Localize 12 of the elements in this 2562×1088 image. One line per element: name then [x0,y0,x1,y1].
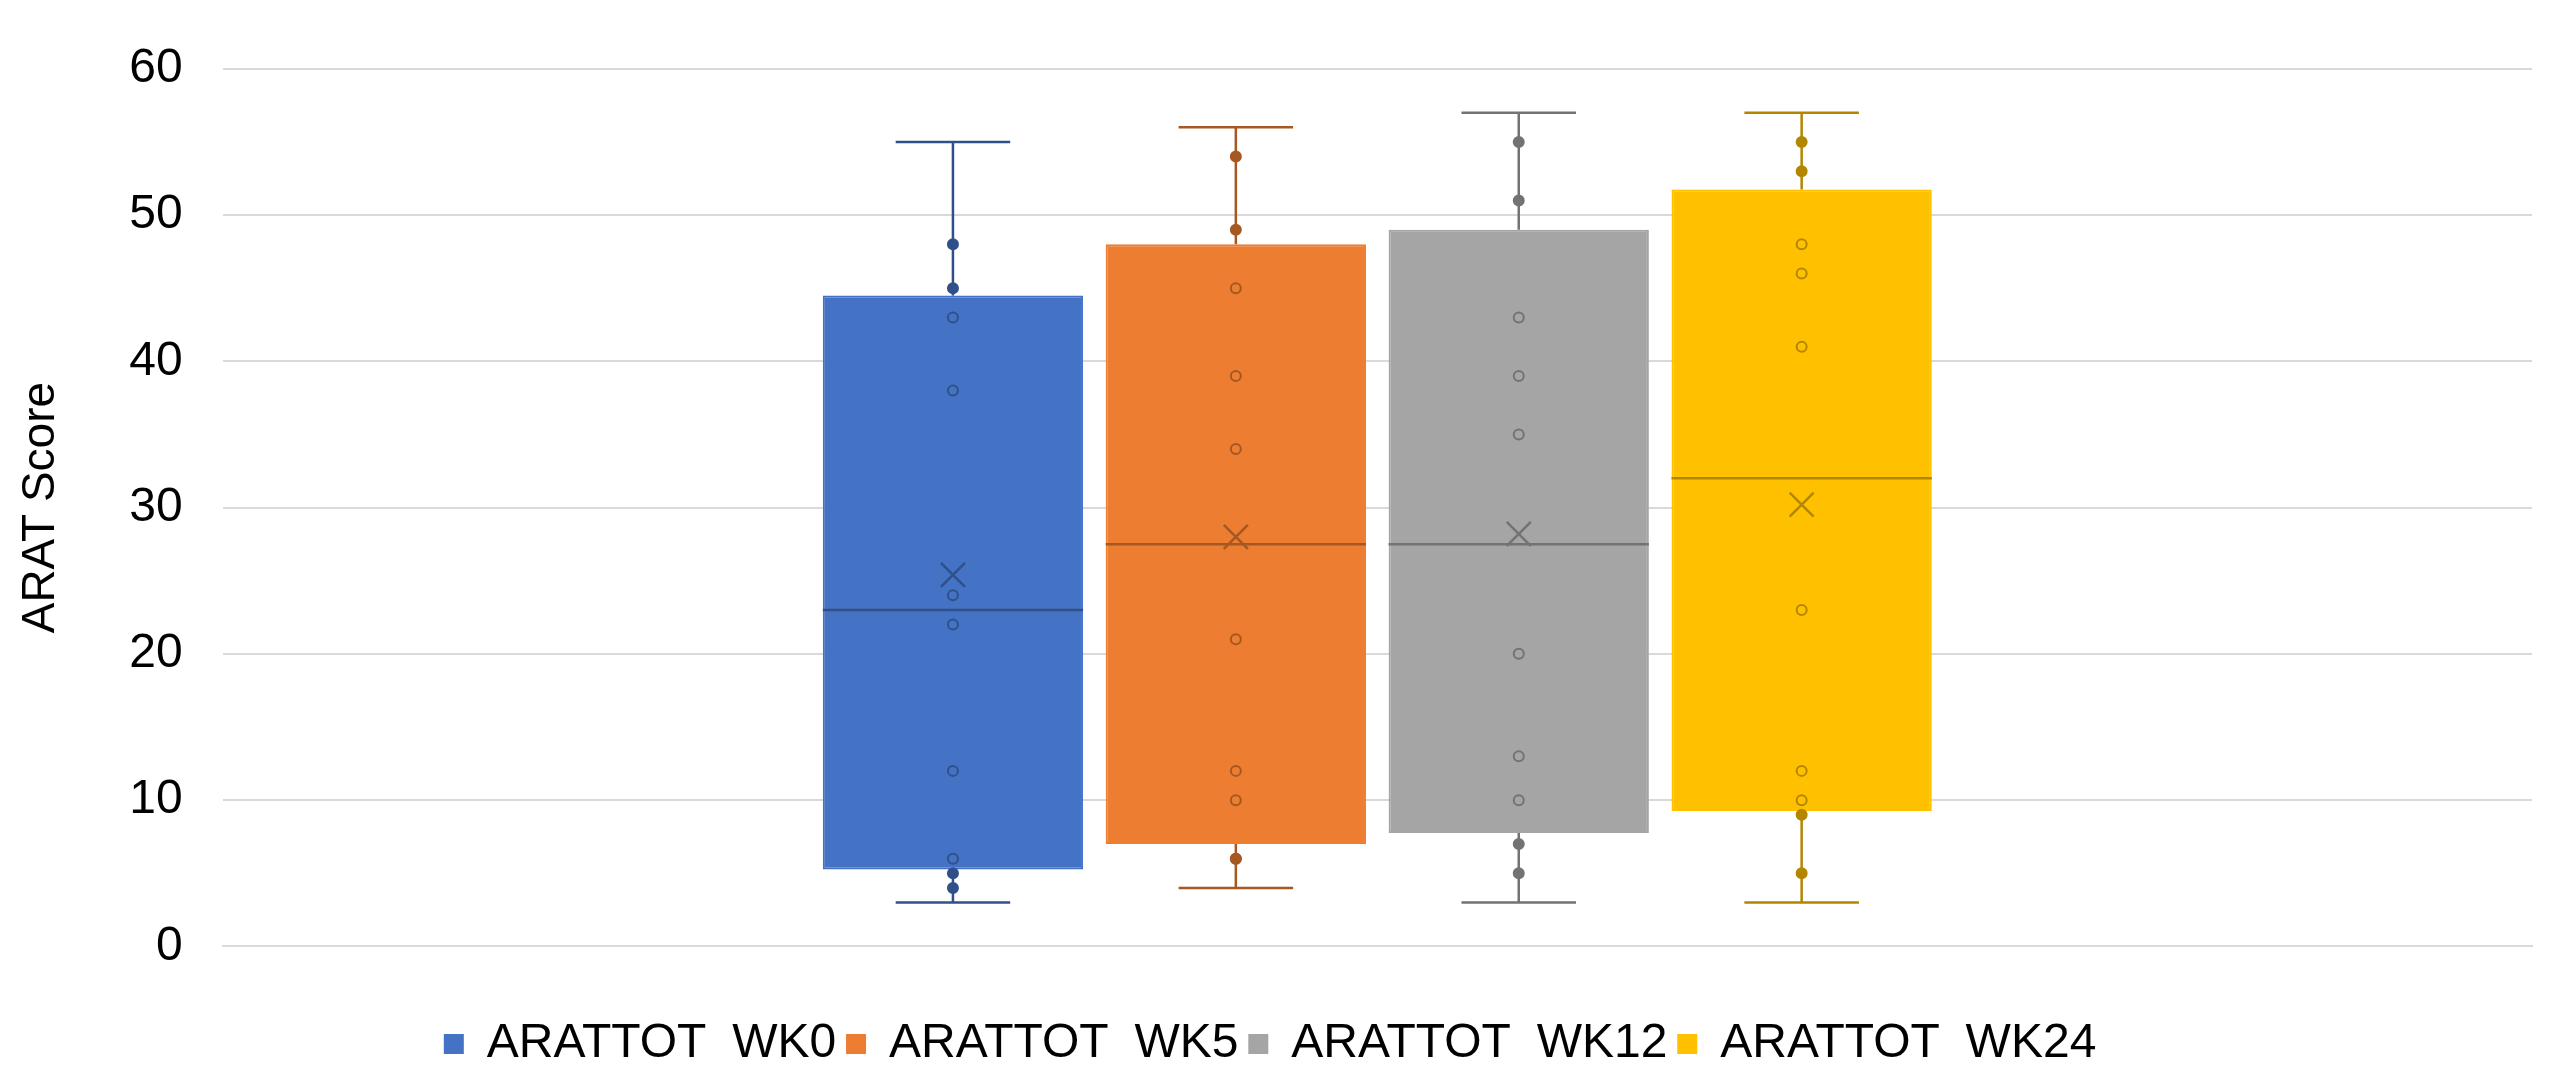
legend-label: ARATTOT WK0 [486,1014,837,1068]
y-tick-label: 10 [129,770,183,824]
y-tick-label: 0 [155,916,183,970]
legend-label: ARATTOT WK24 [1720,1014,2097,1068]
y-tick-label: 50 [129,185,183,239]
y-tick-label: 60 [129,39,183,93]
legend-label: ARATTOT WK5 [889,1014,1239,1068]
legend-label: ARATTOT WK12 [1291,1014,1668,1068]
y-tick-label: 40 [129,331,183,385]
y-tick-label: 20 [129,624,183,678]
y-axis-title: ARAT Score [12,381,65,634]
y-tick-label: 30 [129,477,183,531]
